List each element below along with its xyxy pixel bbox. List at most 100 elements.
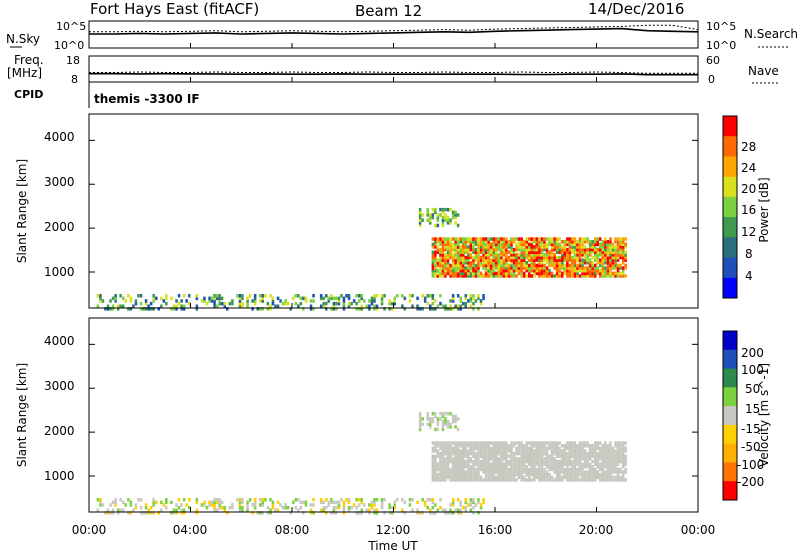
echo-cell-932 bbox=[543, 253, 546, 257]
echo-cell-784 bbox=[515, 449, 518, 453]
echo-cell-250 bbox=[403, 307, 407, 311]
echo-cell-264 bbox=[426, 505, 429, 510]
echo-cell-824 bbox=[522, 247, 526, 252]
echo-cell-497 bbox=[462, 240, 465, 244]
echo-cell-118 bbox=[246, 299, 249, 303]
echo-cell-894 bbox=[535, 441, 539, 445]
echo-cell-709 bbox=[502, 472, 506, 477]
echo-cell-541 bbox=[472, 268, 475, 273]
echo-cell-1096 bbox=[576, 478, 579, 482]
echo-cell-331 bbox=[431, 441, 435, 445]
echo-cell-778 bbox=[515, 263, 518, 268]
echo-cell-1393 bbox=[444, 419, 447, 424]
echo-cell-971 bbox=[550, 451, 554, 456]
echo-cell-1194 bbox=[594, 457, 597, 461]
echo-cell-264 bbox=[426, 301, 429, 306]
echo-cell-1346 bbox=[621, 237, 625, 241]
echo-cell-235 bbox=[380, 296, 384, 301]
echo-cell-32 bbox=[137, 498, 140, 502]
echo-cell-103 bbox=[228, 505, 232, 510]
echo-cell-1035 bbox=[563, 247, 566, 252]
echo-cell-586 bbox=[479, 255, 483, 260]
echo-cell-832 bbox=[525, 465, 528, 469]
echo-cell-822 bbox=[522, 457, 526, 461]
echo-cell-1255 bbox=[606, 268, 610, 273]
echo-cell-925 bbox=[543, 478, 546, 482]
echo-cell-164 bbox=[309, 307, 313, 311]
echo-cell-1040 bbox=[566, 475, 569, 480]
echo-cell-568 bbox=[477, 268, 480, 273]
echo-cell-227 bbox=[373, 299, 376, 303]
echo-cell-1133 bbox=[581, 245, 584, 249]
echo-cell-762 bbox=[512, 478, 516, 482]
echo-cell-166 bbox=[309, 299, 313, 303]
echo-cell-503 bbox=[464, 261, 467, 265]
echo-cell-1049 bbox=[566, 451, 569, 456]
echo-cell-161 bbox=[302, 296, 305, 301]
echo-cell-1003 bbox=[558, 271, 561, 276]
echo-cell-228 bbox=[373, 296, 376, 301]
echo-cell-1380 bbox=[436, 223, 440, 228]
echo-cell-230 bbox=[375, 307, 379, 311]
echo-cell-256 bbox=[416, 511, 419, 515]
echo-cell-239 bbox=[388, 307, 391, 311]
echo-cell-299 bbox=[464, 505, 467, 510]
echo-cell-1134 bbox=[581, 242, 584, 247]
echo-cell-33 bbox=[139, 307, 143, 311]
echo-cell-1282 bbox=[611, 274, 615, 278]
echo-cell-1066 bbox=[568, 441, 572, 445]
echo-cell-844 bbox=[528, 470, 531, 474]
echo-cell-497 bbox=[462, 444, 465, 448]
echo-cell-1163 bbox=[588, 475, 592, 480]
echo-cell-916 bbox=[540, 462, 544, 466]
echo-cell-911 bbox=[540, 271, 544, 276]
echo-cell-429 bbox=[451, 472, 455, 477]
echo-cell-335 bbox=[434, 266, 437, 270]
echo-cell-838 bbox=[525, 242, 528, 247]
echo-cell-997 bbox=[555, 451, 559, 456]
echo-cell-1258 bbox=[606, 261, 610, 265]
echo-cell-520 bbox=[467, 253, 470, 257]
echo-cell-1235 bbox=[601, 451, 605, 456]
echo-cell-150 bbox=[284, 503, 287, 507]
echo-cell-25 bbox=[127, 294, 130, 298]
echo-cell-81 bbox=[205, 301, 209, 306]
echo-cell-1147 bbox=[583, 449, 587, 453]
nave-tick-bottom: 0 bbox=[708, 73, 715, 86]
echo-cell-889 bbox=[535, 250, 539, 254]
echo-cell-629 bbox=[487, 457, 490, 461]
echo-cell-974 bbox=[550, 444, 554, 448]
echo-cell-749 bbox=[510, 268, 513, 273]
echo-cell-381 bbox=[441, 247, 445, 252]
echo-cell-1145 bbox=[583, 250, 587, 254]
echo-cell-390 bbox=[444, 263, 447, 268]
echo-cell-765 bbox=[512, 266, 516, 270]
echo-cell-232 bbox=[375, 498, 379, 502]
echo-cell-347 bbox=[436, 475, 440, 480]
echo-cell-883 bbox=[535, 472, 539, 477]
echo-cell-959 bbox=[548, 454, 551, 458]
echo-cell-570 bbox=[477, 467, 480, 472]
echo-cell-1070 bbox=[571, 266, 574, 270]
echo-cell-1393 bbox=[444, 215, 447, 220]
echo-cell-1048 bbox=[566, 250, 569, 254]
echo-cell-1340 bbox=[621, 253, 625, 257]
echo-cell-499 bbox=[464, 274, 467, 278]
echo-cell-509 bbox=[464, 242, 467, 247]
echo-cell-1259 bbox=[606, 462, 610, 466]
echo-cell-870 bbox=[533, 472, 536, 477]
echo-cell-839 bbox=[525, 240, 528, 244]
velocity-cbar-tick-m200: -200 bbox=[737, 475, 764, 489]
echo-cell-434 bbox=[451, 459, 455, 464]
x-tick-2000: 20:00 bbox=[579, 523, 614, 537]
echo-cell-1025 bbox=[561, 449, 564, 453]
echo-cell-963 bbox=[550, 274, 554, 278]
echo-cell-696 bbox=[500, 467, 503, 472]
echo-cell-1366 bbox=[426, 218, 429, 222]
echo-cell-560 bbox=[474, 457, 478, 461]
echo-cell-759 bbox=[510, 446, 513, 451]
echo-cell-907 bbox=[538, 446, 541, 451]
echo-cell-1344 bbox=[621, 446, 625, 451]
echo-cell-1265 bbox=[606, 242, 610, 247]
echo-cell-1236 bbox=[601, 449, 605, 453]
